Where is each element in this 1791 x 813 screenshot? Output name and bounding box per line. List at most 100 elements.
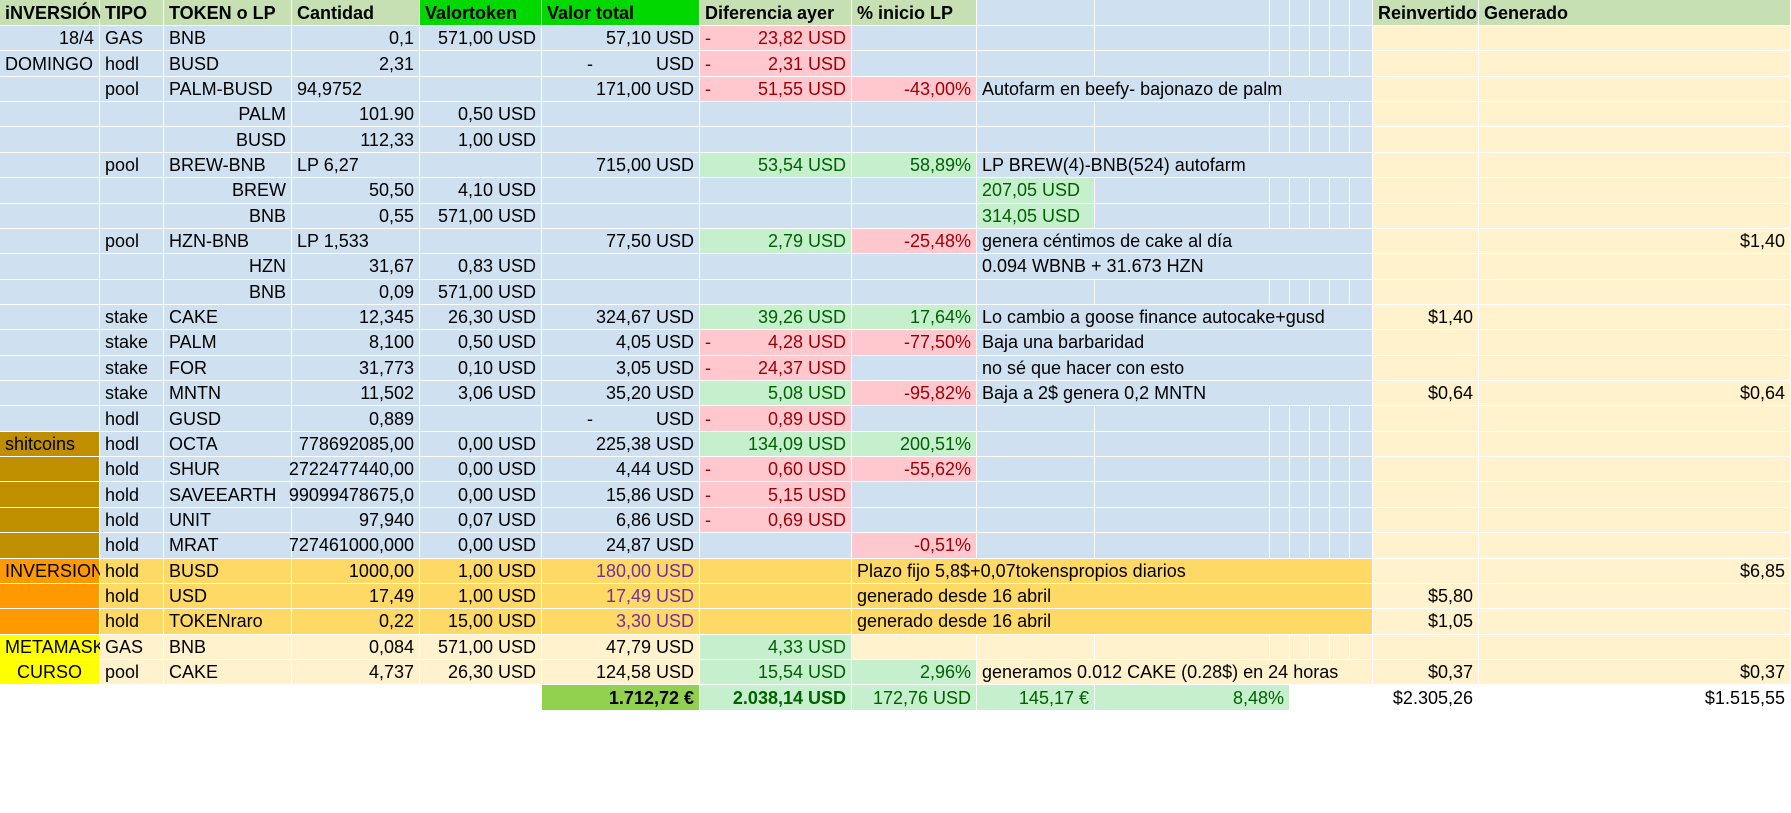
cell-r25-k[interactable]	[1270, 634, 1290, 660]
cell-r20-c[interactable]: UNIT	[164, 507, 292, 534]
cell-r22-p[interactable]	[1373, 558, 1479, 584]
cell-r20-q[interactable]	[1479, 507, 1791, 534]
cell-r18-f[interactable]: 4,44 USD	[542, 457, 700, 483]
cell-r21-b[interactable]: hold	[100, 533, 164, 559]
header-cell-n[interactable]	[1330, 0, 1350, 26]
cell-r15-g[interactable]: 5,08 USD	[700, 381, 852, 407]
cell-r19-h[interactable]	[852, 482, 977, 508]
cell-r17-e[interactable]: 0,00 USD	[420, 431, 542, 458]
cell-r3-i[interactable]: Autofarm en beefy- bajonazo de palm	[977, 76, 1373, 103]
cell-r13-d[interactable]: 8,100	[292, 330, 420, 356]
cell-r20-h[interactable]	[852, 507, 977, 534]
cell-r16-n[interactable]	[1330, 406, 1350, 432]
cell-r10-q[interactable]	[1479, 254, 1791, 280]
cell-r21-o[interactable]	[1350, 533, 1373, 559]
cell-r22-a[interactable]: INVERSION	[0, 558, 104, 584]
cell-r21-a[interactable]	[0, 533, 100, 559]
cell-r18-j[interactable]	[1095, 457, 1270, 483]
cell-r19-q[interactable]	[1479, 482, 1791, 508]
cell-r8-i[interactable]: 314,05 USD	[977, 203, 1095, 229]
cell-r17-j[interactable]	[1095, 431, 1270, 458]
cell-r23-g[interactable]	[700, 583, 852, 610]
cell-r5-c[interactable]: BUSD	[164, 127, 292, 153]
cell-r10-d[interactable]: 31,67	[292, 254, 420, 280]
cell-r14-g[interactable]: - 24,37 USD	[700, 355, 852, 382]
cell-r14-c[interactable]: FOR	[164, 355, 292, 382]
cell-r24-a[interactable]	[0, 609, 100, 635]
cell-r12-h[interactable]: 17,64%	[852, 304, 977, 331]
cell-r10-b[interactable]	[100, 254, 164, 280]
cell-r4-q[interactable]	[1479, 102, 1791, 128]
cell-r25-b[interactable]: GAS	[100, 634, 164, 660]
cell-r21-f[interactable]: 24,87 USD	[542, 533, 700, 559]
cell-r21-m[interactable]	[1310, 533, 1330, 559]
cell-r17-c[interactable]: OCTA	[164, 431, 292, 458]
header-cell-p[interactable]: Reinvertido	[1373, 0, 1479, 26]
cell-r12-d[interactable]: 12,345	[292, 304, 420, 331]
cell-r8-l[interactable]	[1290, 203, 1310, 229]
cell-r14-q[interactable]	[1479, 355, 1791, 382]
cell-r6-f[interactable]: 715,00 USD	[542, 152, 700, 179]
cell-r20-d[interactable]: 97,940	[292, 507, 420, 534]
cell-r15-p[interactable]: $0,64	[1373, 381, 1479, 407]
cell-r11-a[interactable]	[0, 279, 100, 305]
cell-r20-e[interactable]: 0,07 USD	[420, 507, 542, 534]
cell-r19-i[interactable]	[977, 482, 1095, 508]
cell-r16-b[interactable]: hodl	[100, 406, 164, 432]
cell-r16-j[interactable]	[1095, 406, 1270, 432]
cell-r19-c[interactable]: SAVEEARTH	[164, 482, 292, 508]
cell-r24-c[interactable]: TOKENraro	[164, 609, 292, 635]
cell-r2-h[interactable]	[852, 51, 977, 77]
cell-r9-g[interactable]: 2,79 USD	[700, 228, 852, 255]
cell-r16-g[interactable]: - 0,89 USD	[700, 406, 852, 432]
cell-r22-f[interactable]: 180,00 USD	[542, 558, 700, 584]
cell-r13-h[interactable]: -77,50%	[852, 330, 977, 356]
cell-r22-e[interactable]: 1,00 USD	[420, 558, 542, 584]
cell-r18-b[interactable]: hold	[100, 457, 164, 483]
cell-r17-f[interactable]: 225,38 USD	[542, 431, 700, 458]
header-cell-e[interactable]: Valortoken	[420, 0, 542, 26]
cell-r27-g[interactable]: 2.038,14 USD	[700, 685, 852, 711]
cell-r19-b[interactable]: hold	[100, 482, 164, 508]
cell-r4-j[interactable]	[1095, 102, 1270, 128]
cell-r11-f[interactable]	[542, 279, 700, 305]
cell-r20-p[interactable]	[1373, 507, 1479, 534]
cell-r20-f[interactable]: 6,86 USD	[542, 507, 700, 534]
cell-r15-i[interactable]: Baja a 2$ genera 0,2 MNTN	[977, 381, 1373, 407]
cell-r24-e[interactable]: 15,00 USD	[420, 609, 542, 635]
cell-r20-k[interactable]	[1270, 507, 1290, 534]
cell-r16-l[interactable]	[1290, 406, 1310, 432]
cell-r15-b[interactable]: stake	[100, 381, 164, 407]
cell-r24-g[interactable]	[700, 609, 852, 635]
cell-r4-n[interactable]	[1330, 102, 1350, 128]
cell-r18-l[interactable]	[1290, 457, 1310, 483]
cell-r10-i[interactable]: 0.094 WBNB + 31.673 HZN	[977, 254, 1373, 280]
cell-r25-h[interactable]	[852, 634, 977, 660]
cell-r13-i[interactable]: Baja una barbaridad	[977, 330, 1373, 356]
cell-r2-d[interactable]: 2,31	[292, 51, 420, 77]
cell-r4-f[interactable]	[542, 102, 700, 128]
cell-r27-n[interactable]	[1330, 685, 1350, 711]
cell-r18-g[interactable]: - 0,60 USD	[700, 457, 852, 483]
cell-r16-e[interactable]	[420, 406, 542, 432]
cell-r17-o[interactable]	[1350, 431, 1373, 458]
cell-r11-e[interactable]: 571,00 USD	[420, 279, 542, 305]
cell-r7-d[interactable]: 50,50	[292, 178, 420, 204]
cell-r20-g[interactable]: - 0,69 USD	[700, 507, 852, 534]
cell-r18-a[interactable]	[0, 457, 100, 483]
cell-r8-p[interactable]	[1373, 203, 1479, 229]
cell-r25-i[interactable]	[977, 634, 1095, 660]
cell-r5-q[interactable]	[1479, 127, 1791, 153]
cell-r21-i[interactable]	[977, 533, 1095, 559]
cell-r9-i[interactable]: genera céntimos de cake al día	[977, 228, 1373, 255]
cell-r11-k[interactable]	[1270, 279, 1290, 305]
header-cell-o[interactable]	[1350, 0, 1373, 26]
cell-r1-i[interactable]	[977, 26, 1095, 52]
cell-r14-d[interactable]: 31,773	[292, 355, 420, 382]
cell-r18-n[interactable]	[1330, 457, 1350, 483]
cell-r18-q[interactable]	[1479, 457, 1791, 483]
cell-r10-g[interactable]	[700, 254, 852, 280]
cell-r11-m[interactable]	[1310, 279, 1330, 305]
cell-r19-k[interactable]	[1270, 482, 1290, 508]
header-cell-i[interactable]	[977, 0, 1095, 26]
